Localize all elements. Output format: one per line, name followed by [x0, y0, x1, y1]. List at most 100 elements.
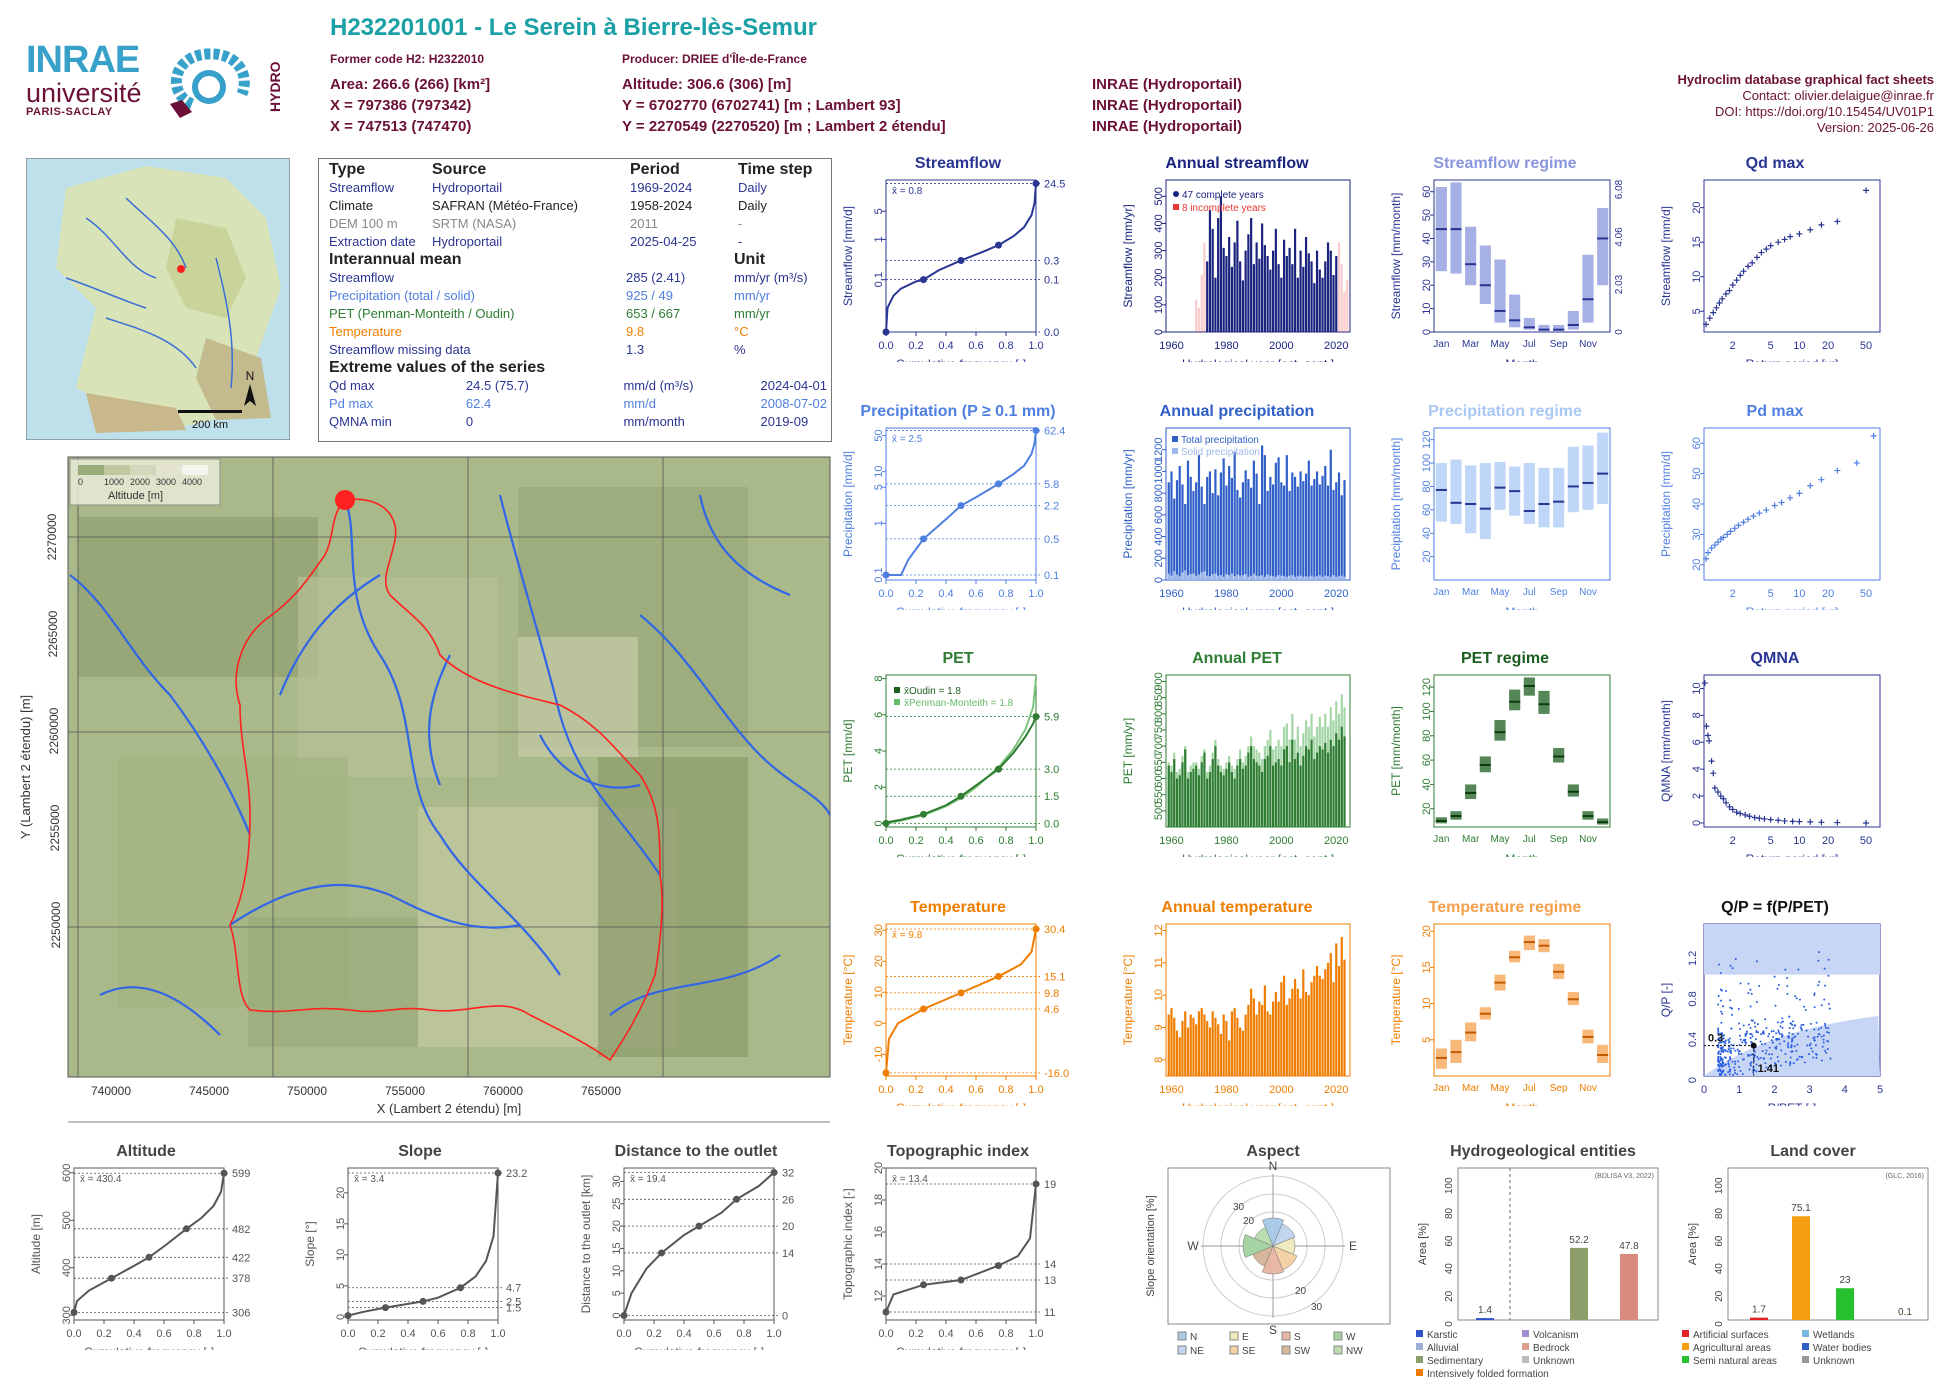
qp-point	[1742, 1058, 1745, 1061]
series-line	[886, 430, 1037, 576]
terrain-patch	[248, 917, 418, 1047]
qp-point	[1752, 1059, 1755, 1062]
qp-point	[1786, 1044, 1789, 1047]
bar	[1315, 966, 1319, 1076]
month-label: May	[1491, 834, 1510, 845]
bar	[1219, 1033, 1223, 1076]
regime-box	[1450, 459, 1462, 524]
contact[interactable]: Contact: olivier.delaigue@inrae.fr	[1742, 88, 1934, 103]
qp-point	[1750, 1033, 1753, 1036]
y-tick-label: 20	[335, 1187, 347, 1199]
qp-point	[1755, 960, 1758, 963]
extreme-label: QMNA min	[329, 414, 392, 429]
extreme-value: 24.5 (75.7)	[465, 378, 529, 393]
mean-row: PET (Penman-Monteith / Oudin) 653 / 667 mm…	[325, 305, 812, 323]
bar	[1272, 1001, 1275, 1076]
bar	[1269, 476, 1272, 580]
plot-frame	[1433, 427, 1611, 581]
bar	[1170, 772, 1173, 827]
doi-link[interactable]: DOI: https://doi.org/10.15454/UV01P1	[1715, 104, 1934, 119]
bar	[1181, 1021, 1184, 1076]
bar	[1233, 1008, 1236, 1076]
bar	[1192, 490, 1195, 580]
bar	[1236, 1017, 1239, 1076]
qp-point	[1772, 1029, 1775, 1032]
qp-point	[1771, 1041, 1774, 1044]
bar	[1332, 489, 1335, 580]
month-label: Jan	[1433, 1083, 1449, 1094]
bar-solid	[1203, 571, 1206, 580]
x-tick-label: 0.0	[616, 1328, 631, 1340]
bar	[1228, 237, 1231, 332]
quantile-point	[220, 1169, 228, 1177]
qp-point	[1760, 1043, 1763, 1046]
qp-point	[1814, 1044, 1817, 1047]
right-value-label: 30.4	[1044, 924, 1065, 936]
bar	[1266, 490, 1269, 580]
qp-point	[1791, 1020, 1794, 1023]
legend-label: Water bodies	[1813, 1343, 1872, 1354]
quantile-point	[882, 571, 890, 579]
quantile-point	[882, 819, 890, 827]
qp-point	[1792, 1036, 1795, 1039]
right-value-label: 1.5	[1044, 791, 1059, 803]
bar	[1175, 778, 1179, 827]
info-period: 1958-2024	[630, 198, 693, 213]
qp-point	[1806, 1044, 1809, 1047]
bar-solid	[1285, 576, 1288, 580]
y-tick-label: 12	[1153, 924, 1165, 936]
coords-left: Area: 266.6 (266) [km²] X = 797386 (7973…	[330, 74, 490, 137]
inrae-logo-text: INRAE	[26, 39, 140, 81]
minimap-pyrenees	[86, 393, 186, 433]
x-axis-label: Month	[1505, 605, 1538, 610]
y-axis-label: PET [mm/yr]	[1121, 718, 1135, 784]
right-value-label: 0.0	[1044, 818, 1059, 830]
y-tick-label: 0	[1687, 1077, 1699, 1083]
return-point	[1761, 815, 1768, 822]
y-tick-label: 1.2	[1687, 951, 1699, 966]
quantile-point	[695, 1222, 703, 1230]
plot-frame	[623, 1167, 775, 1321]
qp-point	[1729, 1047, 1732, 1050]
return-point	[1708, 545, 1715, 552]
mean-label: Precipitation (total / solid)	[329, 288, 475, 303]
chart-title: Altitude	[116, 1143, 176, 1160]
y-tick-label: 20	[873, 955, 885, 967]
bar	[1313, 283, 1316, 332]
qp-point	[1752, 1071, 1755, 1074]
legend-swatch	[894, 699, 900, 705]
qp-point	[1729, 999, 1732, 1002]
bar-solid	[1192, 573, 1195, 580]
bar	[1296, 486, 1299, 580]
bar	[1250, 746, 1253, 827]
qp-point	[1759, 1056, 1762, 1059]
quantile-point	[382, 1304, 389, 1312]
qp-point	[1777, 984, 1780, 987]
chart-title: Temperature regime	[1429, 899, 1582, 916]
bar-solid	[1293, 576, 1297, 580]
x-tick-label: 0.8	[736, 1328, 751, 1340]
quantile-point	[1032, 427, 1040, 435]
y-tick-label: 60	[1421, 186, 1433, 198]
quantile-point	[457, 1284, 464, 1292]
right-value-label: 14	[1044, 1259, 1056, 1271]
bar	[1304, 473, 1308, 580]
y-tick-label: 9	[1153, 1024, 1165, 1030]
mean-label: x̄ = 19.4	[630, 1174, 666, 1185]
mean-value: 925 / 49	[626, 288, 673, 303]
pct-bar-label: 52.2	[1569, 1235, 1589, 1246]
map-ytick: 2270000	[45, 513, 59, 560]
x-axis-label: Month	[1505, 1101, 1538, 1106]
qp-point	[1786, 985, 1789, 988]
qp-point	[1793, 1024, 1796, 1027]
pct-bar	[1620, 1253, 1638, 1320]
y-axis-label: Precipitation [mm/d]	[841, 451, 855, 557]
y-tick-label: 0.1	[873, 272, 885, 287]
bar	[1335, 733, 1338, 827]
legend-swatch	[1333, 1331, 1343, 1341]
quantile-point	[1032, 1180, 1040, 1188]
qp-point	[1800, 1027, 1803, 1030]
qp-point	[1764, 1042, 1767, 1045]
river	[343, 499, 561, 976]
annual-temperature-chart: Annual temperature Hydrological year [oct…	[1121, 899, 1351, 1106]
